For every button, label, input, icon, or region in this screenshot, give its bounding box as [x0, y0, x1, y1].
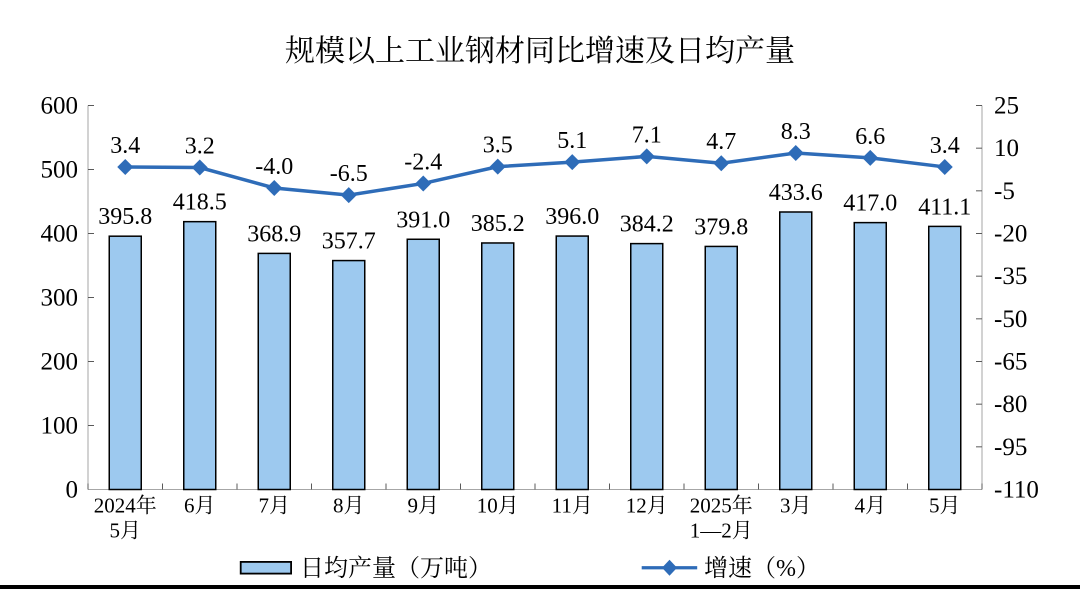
svg-text:417.0: 417.0 [843, 191, 897, 217]
svg-text:8.3: 8.3 [781, 119, 811, 145]
svg-text:-65: -65 [994, 349, 1027, 376]
svg-text:357.7: 357.7 [322, 229, 376, 255]
svg-text:3月: 3月 [780, 494, 812, 518]
svg-text:-35: -35 [994, 263, 1027, 290]
svg-text:5月: 5月 [110, 519, 142, 543]
svg-text:6.6: 6.6 [855, 124, 885, 150]
svg-text:379.8: 379.8 [694, 214, 748, 240]
svg-text:3.4: 3.4 [930, 133, 960, 159]
svg-text:-20: -20 [994, 221, 1027, 248]
svg-text:3.4: 3.4 [110, 133, 140, 159]
svg-text:100: 100 [41, 413, 79, 440]
svg-text:3.2: 3.2 [185, 134, 215, 160]
svg-text:200: 200 [41, 349, 79, 376]
svg-text:1—2月: 1—2月 [690, 519, 753, 543]
svg-text:10月: 10月 [477, 494, 519, 518]
svg-text:368.9: 368.9 [247, 221, 301, 247]
svg-text:500: 500 [41, 157, 79, 184]
svg-text:385.2: 385.2 [471, 211, 525, 237]
svg-text:384.2: 384.2 [620, 212, 674, 238]
svg-text:12月: 12月 [626, 494, 668, 518]
svg-text:2025年: 2025年 [690, 494, 753, 518]
svg-text:3.5: 3.5 [483, 133, 513, 159]
svg-text:2024年: 2024年 [94, 494, 157, 518]
svg-text:411.1: 411.1 [918, 194, 971, 220]
svg-text:395.8: 395.8 [98, 204, 152, 230]
svg-text:0: 0 [66, 477, 79, 504]
svg-text:391.0: 391.0 [396, 207, 450, 233]
svg-text:418.5: 418.5 [173, 190, 227, 216]
svg-text:11月: 11月 [552, 494, 593, 518]
svg-text:600: 600 [41, 93, 79, 120]
svg-text:5月: 5月 [929, 494, 961, 518]
svg-text:9月: 9月 [408, 494, 440, 518]
svg-text:7.1: 7.1 [632, 122, 662, 148]
svg-text:-80: -80 [994, 391, 1027, 418]
svg-text:增速（%）: 增速（%） [704, 555, 820, 582]
svg-text:-110: -110 [994, 477, 1039, 504]
svg-text:400: 400 [41, 221, 79, 248]
svg-text:5.1: 5.1 [557, 128, 587, 154]
svg-text:25: 25 [994, 93, 1019, 120]
svg-text:-2.4: -2.4 [404, 149, 442, 175]
svg-text:10: 10 [994, 135, 1019, 162]
svg-text:-5: -5 [994, 178, 1015, 205]
svg-text:396.0: 396.0 [545, 204, 599, 230]
svg-text:-50: -50 [994, 306, 1027, 333]
svg-text:-95: -95 [994, 434, 1027, 461]
svg-text:300: 300 [41, 285, 79, 312]
svg-text:6月: 6月 [184, 494, 216, 518]
svg-text:-6.5: -6.5 [330, 161, 368, 187]
svg-text:4月: 4月 [855, 494, 887, 518]
svg-text:日均产量（万吨）: 日均产量（万吨） [300, 555, 492, 582]
svg-text:433.6: 433.6 [769, 180, 823, 206]
svg-text:7月: 7月 [259, 494, 291, 518]
svg-text:8月: 8月 [333, 494, 365, 518]
svg-text:4.7: 4.7 [706, 129, 736, 155]
svg-text:-4.0: -4.0 [255, 154, 293, 180]
